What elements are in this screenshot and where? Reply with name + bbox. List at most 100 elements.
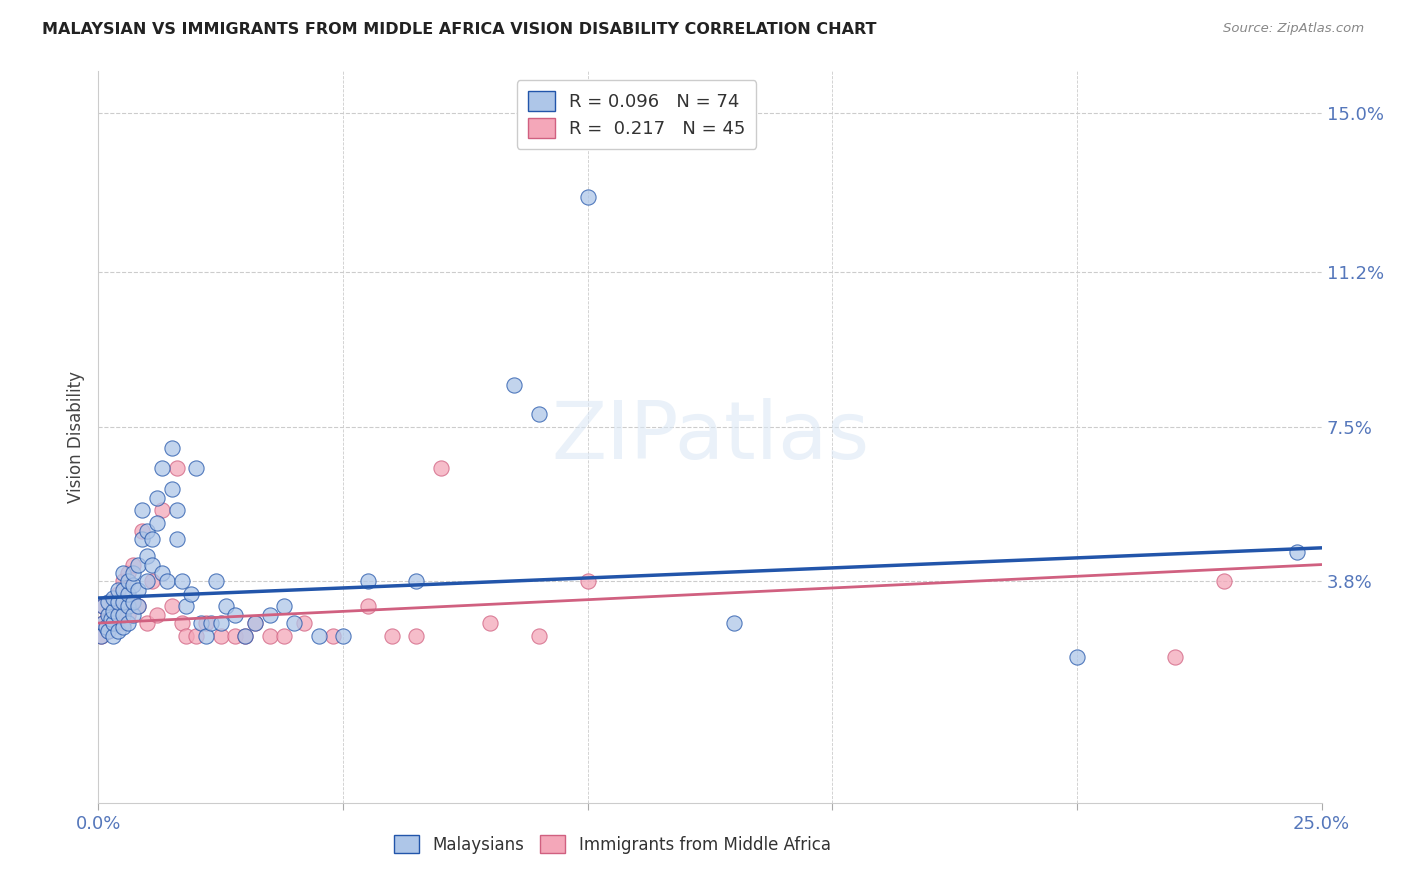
- Point: [176, 629, 198, 643]
- Point: [283, 616, 305, 631]
- Point: [136, 524, 159, 538]
- Point: [1212, 574, 1234, 589]
- Point: [205, 574, 228, 589]
- Legend: Malaysians, Immigrants from Middle Africa: Malaysians, Immigrants from Middle Afric…: [387, 829, 838, 860]
- Point: [136, 574, 159, 589]
- Point: [176, 599, 198, 614]
- Point: [186, 629, 208, 643]
- Point: [121, 578, 143, 592]
- Point: [91, 599, 114, 614]
- Point: [127, 558, 149, 572]
- Point: [166, 503, 188, 517]
- Point: [131, 524, 153, 538]
- Point: [107, 587, 129, 601]
- Point: [146, 607, 169, 622]
- Point: [141, 574, 163, 589]
- Point: [100, 612, 122, 626]
- Point: [1286, 545, 1309, 559]
- Point: [117, 566, 139, 580]
- Point: [111, 582, 134, 597]
- Point: [131, 503, 153, 517]
- Point: [101, 595, 124, 609]
- Point: [101, 616, 124, 631]
- Point: [160, 483, 183, 497]
- Point: [527, 629, 550, 643]
- Point: [107, 595, 129, 609]
- Point: [166, 461, 188, 475]
- Point: [195, 629, 218, 643]
- Point: [405, 629, 427, 643]
- Point: [117, 574, 139, 589]
- Point: [107, 624, 129, 639]
- Point: [94, 620, 117, 634]
- Y-axis label: Vision Disability: Vision Disability: [66, 371, 84, 503]
- Text: Source: ZipAtlas.com: Source: ZipAtlas.com: [1223, 22, 1364, 36]
- Point: [131, 533, 153, 547]
- Point: [127, 599, 149, 614]
- Point: [308, 629, 330, 643]
- Point: [94, 620, 117, 634]
- Point: [322, 629, 344, 643]
- Point: [224, 629, 246, 643]
- Point: [273, 599, 295, 614]
- Point: [111, 616, 134, 631]
- Point: [186, 461, 208, 475]
- Point: [214, 599, 236, 614]
- Point: [332, 629, 354, 643]
- Point: [224, 607, 246, 622]
- Point: [576, 190, 599, 204]
- Point: [121, 595, 143, 609]
- Point: [97, 624, 120, 639]
- Point: [117, 616, 139, 631]
- Point: [166, 533, 188, 547]
- Point: [121, 607, 143, 622]
- Point: [91, 599, 114, 614]
- Point: [101, 591, 124, 605]
- Point: [1164, 649, 1187, 664]
- Point: [195, 616, 218, 631]
- Point: [150, 461, 173, 475]
- Point: [259, 629, 281, 643]
- Point: [111, 620, 134, 634]
- Point: [150, 566, 173, 580]
- Point: [141, 558, 163, 572]
- Point: [233, 629, 256, 643]
- Point: [243, 616, 266, 631]
- Point: [117, 587, 139, 601]
- Point: [101, 603, 124, 617]
- Point: [243, 616, 266, 631]
- Point: [576, 574, 599, 589]
- Point: [111, 574, 134, 589]
- Point: [150, 503, 173, 517]
- Point: [170, 616, 193, 631]
- Point: [121, 558, 143, 572]
- Point: [111, 607, 134, 622]
- Point: [430, 461, 453, 475]
- Point: [107, 607, 129, 622]
- Point: [273, 629, 295, 643]
- Point: [146, 516, 169, 530]
- Point: [478, 616, 501, 631]
- Point: [107, 582, 129, 597]
- Point: [111, 595, 134, 609]
- Point: [121, 595, 143, 609]
- Point: [160, 599, 183, 614]
- Point: [121, 566, 143, 580]
- Point: [503, 377, 526, 392]
- Point: [107, 607, 129, 622]
- Point: [127, 599, 149, 614]
- Point: [381, 629, 404, 643]
- Point: [160, 441, 183, 455]
- Point: [101, 616, 124, 631]
- Point: [97, 607, 120, 622]
- Point: [117, 599, 139, 614]
- Text: ZIPatlas: ZIPatlas: [551, 398, 869, 476]
- Point: [190, 616, 212, 631]
- Point: [356, 574, 378, 589]
- Point: [97, 624, 120, 639]
- Point: [127, 582, 149, 597]
- Point: [91, 616, 114, 631]
- Point: [292, 616, 315, 631]
- Point: [170, 574, 193, 589]
- Point: [90, 629, 112, 643]
